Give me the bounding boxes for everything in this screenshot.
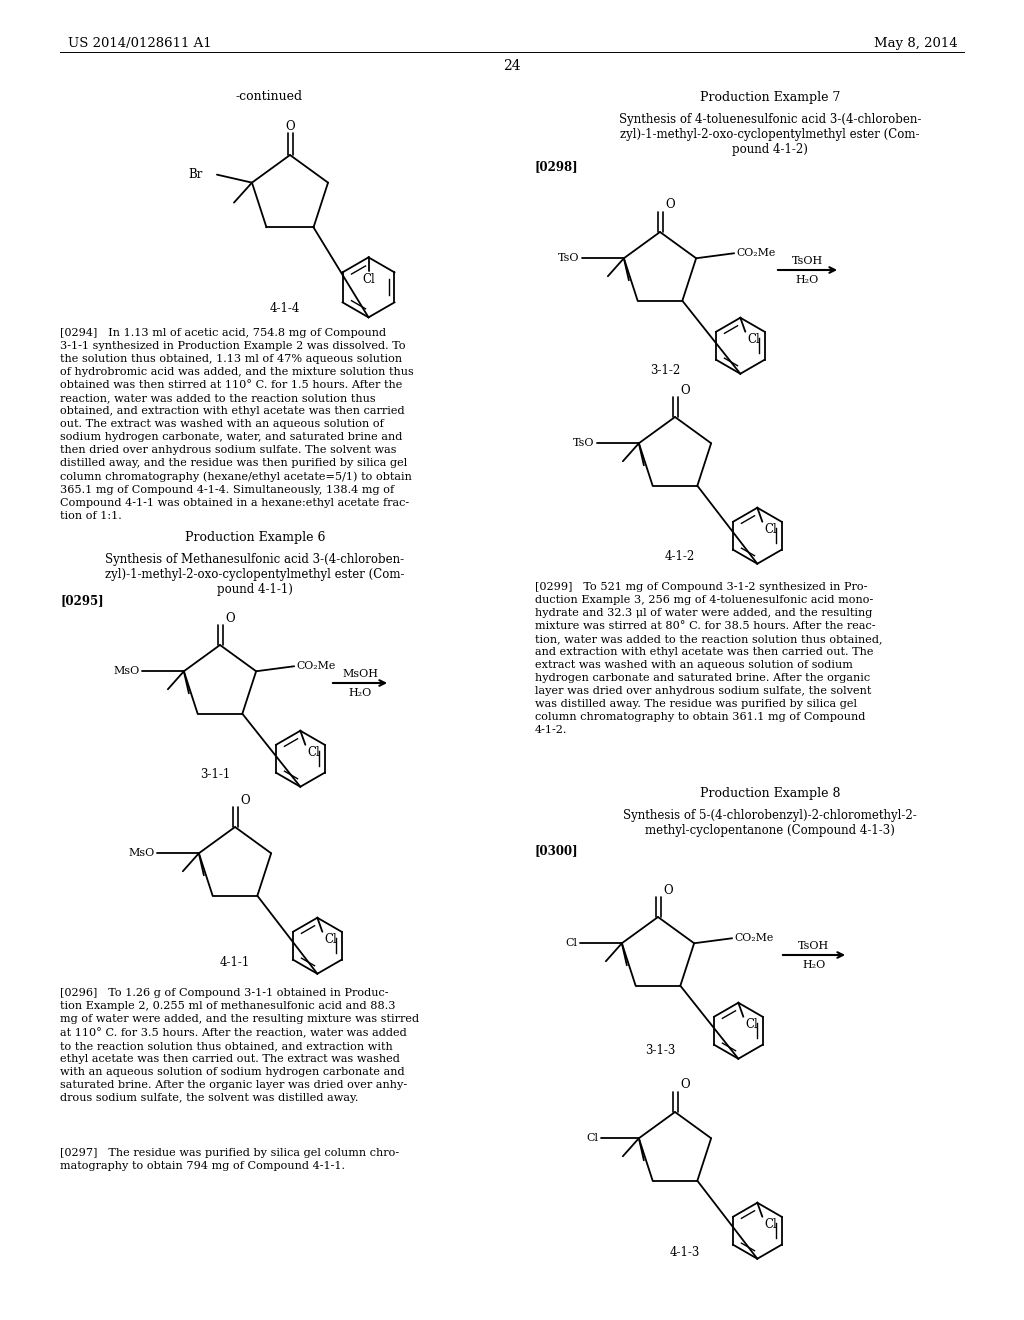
Text: 4-1-1: 4-1-1	[220, 957, 250, 969]
Text: 24: 24	[503, 59, 521, 73]
Text: Br: Br	[188, 168, 203, 181]
Text: TsOH: TsOH	[799, 941, 829, 950]
Text: Production Example 7: Production Example 7	[699, 91, 840, 103]
Text: [0297]   The residue was purified by silica gel column chro-
matography to obtai: [0297] The residue was purified by silic…	[60, 1148, 399, 1171]
Text: [0300]: [0300]	[535, 845, 579, 858]
Text: [0294]   In 1.13 ml of acetic acid, 754.8 mg of Compound
3-1-1 synthesized in Pr: [0294] In 1.13 ml of acetic acid, 754.8 …	[60, 327, 414, 521]
Text: MsOH: MsOH	[342, 669, 378, 678]
Text: 3-1-3: 3-1-3	[645, 1044, 675, 1056]
Text: Cl: Cl	[566, 939, 578, 948]
Text: Production Example 8: Production Example 8	[699, 787, 841, 800]
Text: TsO: TsO	[558, 253, 580, 263]
Text: May 8, 2014: May 8, 2014	[874, 37, 958, 49]
Text: CO₂Me: CO₂Me	[736, 248, 775, 259]
Text: CO₂Me: CO₂Me	[734, 933, 773, 944]
Text: O: O	[225, 611, 234, 624]
Text: [0296]   To 1.26 g of Compound 3-1-1 obtained in Produc-
tion Example 2, 0.255 m: [0296] To 1.26 g of Compound 3-1-1 obtai…	[60, 987, 419, 1104]
Text: Synthesis of 5-(4-chlorobenzyl)-2-chloromethyl-2-
methyl-cyclopentanone (Compoun: Synthesis of 5-(4-chlorobenzyl)-2-chloro…	[624, 809, 916, 837]
Text: Production Example 6: Production Example 6	[184, 532, 326, 544]
Text: O: O	[663, 883, 673, 896]
Text: H₂O: H₂O	[796, 275, 818, 285]
Text: Synthesis of Methanesulfonic acid 3-(4-chloroben-
zyl)-1-methyl-2-oxo-cyclopenty: Synthesis of Methanesulfonic acid 3-(4-c…	[105, 553, 404, 597]
Text: O: O	[680, 384, 689, 396]
Text: [0295]: [0295]	[60, 594, 103, 607]
Text: 3-1-2: 3-1-2	[650, 363, 680, 376]
Text: [0298]: [0298]	[535, 161, 579, 173]
Text: 4-1-4: 4-1-4	[269, 301, 300, 314]
Text: 4-1-2: 4-1-2	[665, 550, 695, 564]
Text: O: O	[665, 198, 675, 211]
Text: Cl: Cl	[587, 1134, 599, 1143]
Text: Cl: Cl	[325, 933, 337, 946]
Text: Synthesis of 4-toluenesulfonic acid 3-(4-chloroben-
zyl)-1-methyl-2-oxo-cyclopen: Synthesis of 4-toluenesulfonic acid 3-(4…	[618, 114, 922, 156]
Text: -continued: -continued	[234, 90, 302, 103]
Text: Cl: Cl	[748, 333, 760, 346]
Text: MsO: MsO	[114, 667, 140, 676]
Text: CO₂Me: CO₂Me	[296, 661, 336, 672]
Text: [0299]   To 521 mg of Compound 3-1-2 synthesized in Pro-
duction Example 3, 256 : [0299] To 521 mg of Compound 3-1-2 synth…	[535, 582, 883, 735]
Text: O: O	[240, 793, 250, 807]
Text: TsOH: TsOH	[792, 256, 822, 267]
Text: TsO: TsO	[573, 438, 595, 449]
Text: Cl: Cl	[764, 1218, 777, 1232]
Text: 3-1-1: 3-1-1	[200, 768, 230, 781]
Text: US 2014/0128611 A1: US 2014/0128611 A1	[68, 37, 212, 49]
Text: O: O	[680, 1078, 689, 1092]
Text: MsO: MsO	[129, 849, 155, 858]
Text: Cl: Cl	[745, 1018, 758, 1031]
Text: Cl: Cl	[307, 746, 321, 759]
Text: Cl: Cl	[764, 523, 777, 536]
Text: Cl: Cl	[362, 273, 375, 286]
Text: O: O	[286, 120, 295, 132]
Text: H₂O: H₂O	[348, 688, 372, 698]
Text: 4-1-3: 4-1-3	[670, 1246, 700, 1258]
Text: H₂O: H₂O	[803, 960, 825, 970]
